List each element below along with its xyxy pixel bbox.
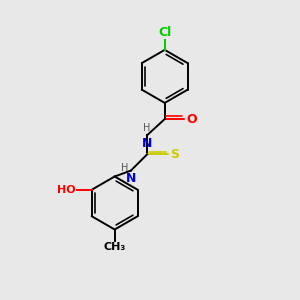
Text: Cl: Cl (158, 26, 171, 39)
Text: CH₃: CH₃ (103, 242, 126, 252)
Text: H: H (121, 163, 128, 173)
Text: N: N (126, 172, 136, 185)
Text: H: H (143, 123, 151, 133)
Text: N: N (142, 137, 152, 150)
Text: HO: HO (57, 185, 76, 195)
Text: S: S (170, 148, 179, 161)
Text: O: O (186, 112, 197, 126)
